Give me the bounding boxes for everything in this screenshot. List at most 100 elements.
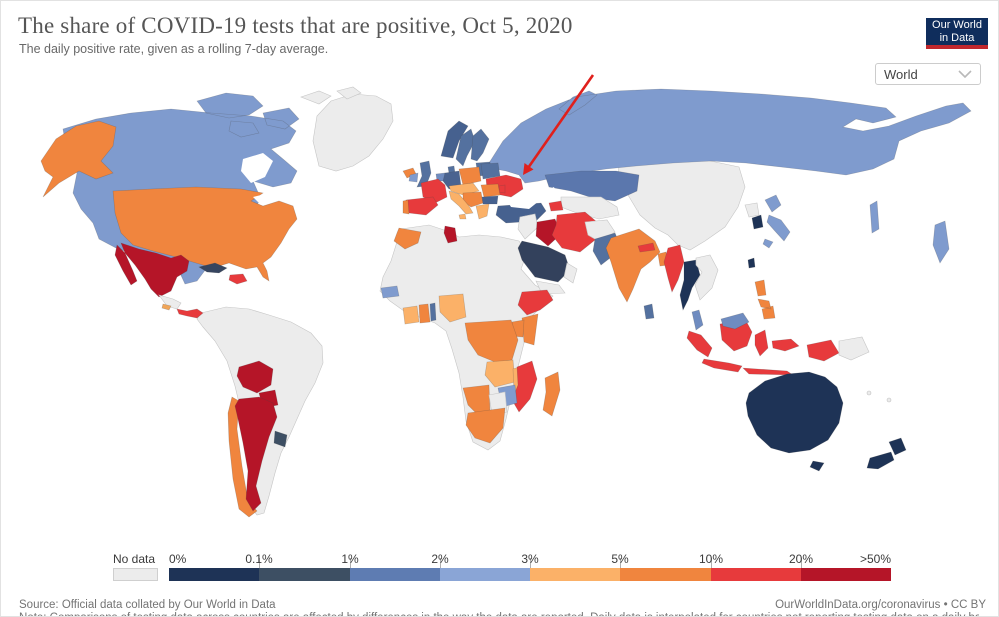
region-spain[interactable] [405,196,439,216]
region-zambia[interactable] [484,359,516,388]
region-greece[interactable] [475,203,490,220]
region-myanmar[interactable] [663,244,685,293]
legend-segment[interactable] [259,568,350,581]
owid-footer-link[interactable]: OurWorldInData.org/coronavirus • CC BY [775,599,986,611]
country-selector-dropdown[interactable]: World [875,63,981,85]
region-indochina[interactable] [694,254,719,301]
region-belarus[interactable] [480,162,501,180]
legend-color-bar [169,568,891,581]
region-kazakhstan[interactable] [544,170,640,202]
region-italy[interactable] [448,190,474,220]
region-ethiopia[interactable] [517,289,554,316]
region-china-mongolia[interactable] [617,156,746,251]
legend-no-data-swatch[interactable] [113,568,158,581]
legend-segment[interactable] [439,568,530,581]
region-senegal[interactable] [380,285,400,299]
legend-tick [801,558,802,568]
legend-tick-label: 20% [788,552,814,566]
legend-segment[interactable] [620,568,711,581]
pacific-island[interactable] [866,390,872,396]
region-north-korea[interactable] [744,202,760,218]
region-uruguay[interactable] [273,430,288,448]
region-kenya[interactable] [521,313,539,346]
region-papua-new-guinea[interactable] [838,336,870,361]
region-morocco[interactable] [393,227,422,250]
region-chile[interactable] [227,396,258,518]
region-australia[interactable] [745,371,844,472]
region-new-zealand[interactable] [866,437,907,470]
legend-segment[interactable] [800,568,891,581]
region-nigeria[interactable] [438,293,467,323]
legend-tick-label: 5% [611,552,629,566]
region-iraq[interactable] [535,218,562,247]
pacific-island[interactable] [886,397,892,403]
owid-logo-accent [926,45,988,49]
region-yemen-oman[interactable] [535,262,578,295]
legend-segment[interactable] [169,568,260,581]
region-japan[interactable] [762,194,791,249]
region-central-asia[interactable] [560,196,620,220]
source-note: Source: Official data collated by Our Wo… [19,599,276,611]
region-france[interactable] [420,178,448,204]
region-alaska[interactable] [40,120,117,198]
region-saudi-arabia[interactable] [517,240,571,283]
region-sri-lanka[interactable] [643,303,655,320]
annotation-arrow-head [523,163,534,175]
region-moldova[interactable] [498,184,506,194]
region-ireland[interactable] [408,172,419,183]
region-greenland[interactable] [312,93,394,172]
region-mexico[interactable] [114,242,190,298]
region-india[interactable] [605,228,661,303]
region-ghana[interactable] [418,303,431,324]
chevron-down-icon [958,70,972,78]
region-bolivia[interactable] [236,360,274,394]
legend-segment[interactable] [530,568,621,581]
legend-tick [711,558,712,568]
region-indonesia[interactable] [686,318,840,376]
region-madagascar[interactable] [542,371,561,417]
legend-segment[interactable] [710,568,801,581]
legend-tick-label: 3% [521,552,539,566]
region-south-africa[interactable] [465,407,506,444]
region-mozambique[interactable] [511,360,538,413]
region-arctic-gray-islands[interactable] [300,86,362,105]
region-argentina[interactable] [234,396,278,512]
great-lakes [253,193,275,205]
legend-tick-label: 1% [341,552,359,566]
region-ivory-coast[interactable] [402,305,420,325]
legend-tick-label: 0% [169,552,187,566]
region-russia[interactable] [488,88,972,264]
region-cuba[interactable] [198,262,228,274]
legend-segment[interactable] [349,568,440,581]
region-dominican-republic[interactable] [228,273,248,285]
owid-logo-line2: in Data [939,32,975,44]
region-philippines[interactable] [754,279,776,320]
legend-no-data-label: No data [113,552,156,566]
region-south-korea[interactable] [751,214,764,230]
legend-tick-label: 10% [698,552,724,566]
legend-tick-label: 2% [431,552,449,566]
annotation-arrow-line [526,74,595,169]
region-syria-levant[interactable] [517,213,539,240]
page-title: The share of COVID-19 tests that are pos… [18,13,573,38]
region-azerbaijan[interactable] [548,200,564,212]
region-nepal[interactable] [637,242,656,253]
owid-logo[interactable]: Our World in Data [926,18,988,45]
region-costa-rica-panama[interactable] [176,308,204,319]
region-central-america[interactable] [158,294,182,310]
region-malaysia[interactable] [691,309,750,331]
region-bulgaria[interactable] [481,195,499,205]
region-el-salvador[interactable] [161,303,172,311]
legend-tick [350,558,351,568]
region-portugal[interactable] [402,199,410,215]
legend-tick [259,558,260,568]
region-finland[interactable] [470,128,490,162]
region-norway[interactable] [440,120,469,159]
region-taiwan[interactable] [747,257,756,269]
region-romania[interactable] [480,183,501,198]
region-poland[interactable] [458,166,482,186]
region-togo[interactable] [429,302,437,322]
region-tunisia[interactable] [443,225,458,244]
